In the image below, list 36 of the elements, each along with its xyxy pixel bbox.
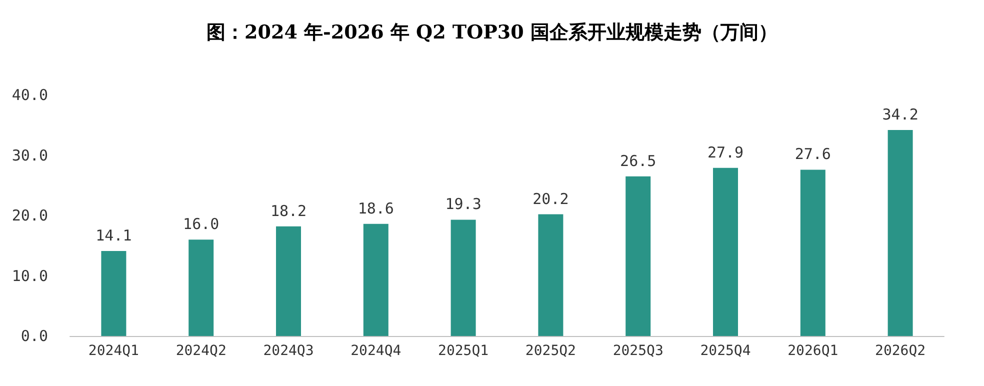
x-tick-label: 2026Q1 [788,343,838,359]
x-tick-label: 2026Q2 [875,343,926,359]
x-tick-label: 2024Q1 [88,343,139,359]
y-tick-label: 0.0 [20,327,48,345]
bar [450,220,476,336]
bar [101,251,126,336]
x-tick-label: 2025Q1 [438,343,489,359]
bar [538,214,564,336]
x-tick-label: 2025Q3 [612,343,664,359]
data-label: 18.2 [270,202,307,220]
data-label: 16.0 [183,215,220,234]
x-tick-label: 2024Q4 [350,343,402,359]
y-tick-label: 30.0 [12,146,48,164]
x-tick-label: 2025Q4 [700,343,751,359]
data-label: 14.1 [96,226,132,245]
bar [626,176,651,336]
bar [363,224,388,336]
bar [188,240,214,336]
bar [800,170,826,336]
bar [276,226,301,336]
x-tick-label: 2025Q2 [525,343,576,359]
y-tick-label: 20.0 [12,206,48,224]
bar [713,168,738,336]
data-label: 27.9 [707,143,744,162]
bar [888,130,913,336]
data-label: 27.6 [794,145,831,164]
y-tick-label: 10.0 [12,266,48,285]
y-tick-label: 40.0 [12,86,48,104]
data-label: 19.3 [445,195,482,214]
data-label: 26.5 [620,152,656,170]
x-tick-label: 2024Q3 [263,343,314,359]
data-label: 20.2 [532,190,569,208]
data-label: 34.2 [882,105,918,124]
chart-title: 图：2024 年-2026 年 Q2 TOP30 国企系开业规模走势（万间） [206,22,778,44]
x-tick-label: 2024Q2 [176,343,226,359]
data-label: 18.6 [358,199,394,218]
